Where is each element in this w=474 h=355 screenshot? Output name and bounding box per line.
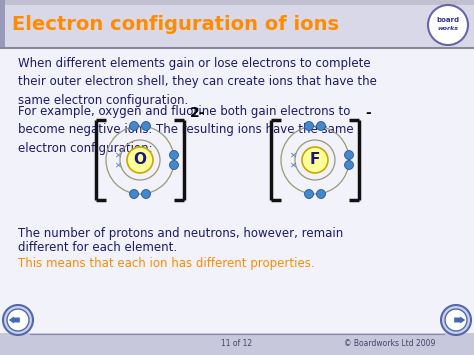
Text: -: - — [365, 106, 371, 120]
Circle shape — [127, 147, 153, 173]
Circle shape — [304, 190, 313, 198]
FancyArrow shape — [454, 317, 465, 323]
Circle shape — [7, 309, 29, 331]
FancyArrow shape — [9, 317, 20, 323]
Text: board: board — [437, 17, 460, 23]
Circle shape — [302, 147, 328, 173]
Text: When different elements gain or lose electrons to complete
their outer electron : When different elements gain or lose ele… — [18, 57, 377, 107]
Text: 11 of 12: 11 of 12 — [221, 339, 253, 349]
Text: works: works — [438, 27, 458, 32]
FancyBboxPatch shape — [0, 48, 474, 333]
Text: ✕: ✕ — [115, 151, 121, 159]
Circle shape — [428, 5, 468, 45]
FancyBboxPatch shape — [0, 333, 474, 355]
Circle shape — [317, 190, 326, 198]
FancyBboxPatch shape — [0, 0, 474, 5]
Circle shape — [129, 121, 138, 131]
Text: ✕: ✕ — [290, 151, 297, 159]
Circle shape — [345, 151, 354, 159]
Text: different for each element.: different for each element. — [18, 241, 177, 254]
Text: O: O — [134, 153, 146, 168]
Text: This means that each ion has different properties.: This means that each ion has different p… — [18, 257, 315, 270]
FancyBboxPatch shape — [0, 0, 5, 48]
Text: ✕: ✕ — [115, 160, 121, 169]
Circle shape — [142, 190, 151, 198]
Text: 2-: 2- — [190, 106, 206, 120]
Text: The number of protons and neutrons, however, remain: The number of protons and neutrons, howe… — [18, 227, 343, 240]
Circle shape — [304, 121, 313, 131]
Text: F: F — [310, 153, 320, 168]
Circle shape — [317, 121, 326, 131]
Circle shape — [3, 305, 33, 335]
Circle shape — [170, 160, 179, 169]
Circle shape — [170, 151, 179, 159]
Text: For example, oxygen and fluorine both gain electrons to
become negative ions. Th: For example, oxygen and fluorine both ga… — [18, 105, 354, 155]
Circle shape — [129, 190, 138, 198]
Circle shape — [445, 309, 467, 331]
Text: ✕: ✕ — [290, 160, 297, 169]
Circle shape — [345, 160, 354, 169]
Circle shape — [441, 305, 471, 335]
Text: Electron configuration of ions: Electron configuration of ions — [12, 15, 339, 33]
FancyBboxPatch shape — [0, 0, 474, 48]
Text: © Boardworks Ltd 2009: © Boardworks Ltd 2009 — [344, 339, 436, 349]
Circle shape — [142, 121, 151, 131]
